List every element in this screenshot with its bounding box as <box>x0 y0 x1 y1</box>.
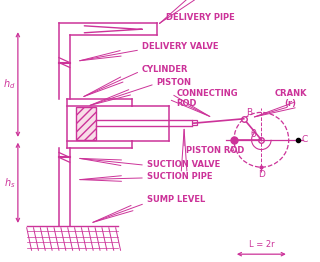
Text: $h_d$: $h_d$ <box>4 78 16 91</box>
Text: SUMP LEVEL: SUMP LEVEL <box>147 195 205 204</box>
Text: $h_s$: $h_s$ <box>4 176 16 190</box>
Text: B: B <box>246 108 252 117</box>
Bar <box>76 107 96 140</box>
Text: D: D <box>258 170 265 179</box>
Text: CONNECTING
ROD: CONNECTING ROD <box>176 89 238 108</box>
Text: PISTON: PISTON <box>157 78 192 86</box>
Text: θ: θ <box>251 129 256 139</box>
Text: DELIVERY VALVE: DELIVERY VALVE <box>142 42 219 51</box>
Text: DELIVERY PIPE: DELIVERY PIPE <box>166 13 235 22</box>
Text: C: C <box>301 135 308 144</box>
Text: PISTON ROD: PISTON ROD <box>186 146 244 155</box>
Text: A: A <box>229 146 235 155</box>
Text: CRANK
(r): CRANK (r) <box>275 89 307 108</box>
Text: SUCTION VALVE: SUCTION VALVE <box>147 160 220 169</box>
Text: CYLINDER: CYLINDER <box>142 65 188 74</box>
Bar <box>192 120 197 125</box>
Text: SUCTION PIPE: SUCTION PIPE <box>147 172 212 181</box>
Text: L = 2r: L = 2r <box>249 240 274 249</box>
